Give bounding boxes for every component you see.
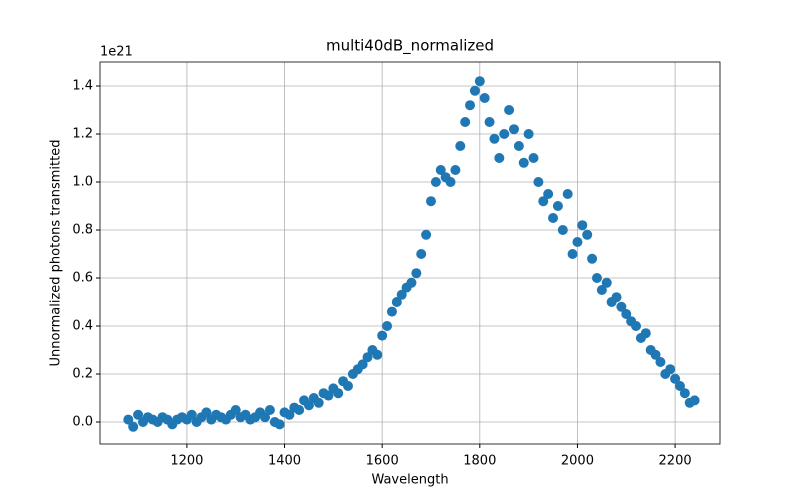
point xyxy=(557,224,568,235)
point xyxy=(377,330,388,341)
point xyxy=(357,359,368,370)
point xyxy=(552,200,563,211)
point xyxy=(538,196,549,207)
x-tick-label: 2200 xyxy=(659,454,692,469)
point xyxy=(591,272,602,283)
point xyxy=(582,229,593,240)
point xyxy=(416,248,427,259)
x-axis-label: Wavelength xyxy=(371,473,448,488)
point xyxy=(616,301,627,312)
point xyxy=(382,320,393,331)
point xyxy=(372,349,383,360)
point xyxy=(186,409,197,420)
point xyxy=(465,100,476,111)
point xyxy=(362,352,373,363)
point xyxy=(406,277,417,288)
point xyxy=(655,356,666,367)
y-tick-label: 0.8 xyxy=(72,222,93,237)
point xyxy=(674,380,685,391)
point xyxy=(543,188,554,199)
y-axis-label: Unnormalized photons transmitted xyxy=(49,140,64,367)
point xyxy=(386,306,397,317)
point xyxy=(494,152,505,163)
x-tick-label: 1200 xyxy=(170,454,203,469)
point xyxy=(562,188,573,199)
point xyxy=(484,116,495,127)
point xyxy=(128,421,139,432)
point xyxy=(489,133,500,144)
point xyxy=(455,140,466,151)
y-tick-label: 0.2 xyxy=(72,366,93,381)
point xyxy=(523,128,534,139)
point xyxy=(548,212,559,223)
y-offset-text: 1e21 xyxy=(100,45,133,60)
point xyxy=(260,412,271,423)
point xyxy=(665,364,676,375)
x-tick-label: 1600 xyxy=(366,454,399,469)
x-tick-label: 1400 xyxy=(268,454,301,469)
y-tick-label: 0.6 xyxy=(72,270,93,285)
x-tick-label: 1800 xyxy=(463,454,496,469)
point xyxy=(313,397,324,408)
plot-frame xyxy=(99,61,721,445)
point xyxy=(230,404,241,415)
point xyxy=(133,409,144,420)
point xyxy=(411,268,422,279)
point xyxy=(689,395,700,406)
point xyxy=(479,92,490,103)
point xyxy=(294,404,305,415)
point xyxy=(650,349,661,360)
point xyxy=(435,164,446,175)
point xyxy=(469,85,480,96)
point xyxy=(123,414,134,425)
point xyxy=(567,248,578,259)
point xyxy=(640,328,651,339)
point xyxy=(572,236,583,247)
y-tick-label: 1.4 xyxy=(72,78,93,93)
point xyxy=(508,124,519,135)
point xyxy=(264,404,275,415)
point xyxy=(343,380,353,391)
point xyxy=(596,284,607,295)
x-tick-label: 2000 xyxy=(561,454,594,469)
point xyxy=(460,116,471,127)
point xyxy=(421,229,432,240)
y-tick-label: 0.4 xyxy=(72,318,93,333)
point xyxy=(284,409,295,420)
point xyxy=(513,140,524,151)
point xyxy=(450,164,461,175)
point xyxy=(425,196,436,207)
point xyxy=(303,400,314,411)
point xyxy=(391,296,402,307)
point xyxy=(611,292,622,303)
point xyxy=(430,176,441,187)
point xyxy=(679,388,690,399)
y-tick-label: 1.2 xyxy=(72,126,93,141)
point xyxy=(504,104,515,115)
point xyxy=(323,390,334,401)
point xyxy=(621,308,632,319)
point xyxy=(533,176,544,187)
point xyxy=(274,419,285,430)
point xyxy=(445,176,456,187)
point xyxy=(499,128,510,139)
y-tick-label: 0.0 xyxy=(72,414,93,429)
point xyxy=(518,157,529,168)
point xyxy=(631,320,642,331)
point xyxy=(670,373,681,384)
point xyxy=(333,388,344,399)
point xyxy=(587,253,598,264)
point xyxy=(474,76,485,87)
point xyxy=(201,407,212,418)
point xyxy=(396,289,407,300)
point xyxy=(601,277,612,288)
point xyxy=(528,152,539,163)
y-tick-label: 1.0 xyxy=(72,174,93,189)
chart-title: multi40dB_normalized xyxy=(326,37,494,56)
point xyxy=(577,220,588,231)
